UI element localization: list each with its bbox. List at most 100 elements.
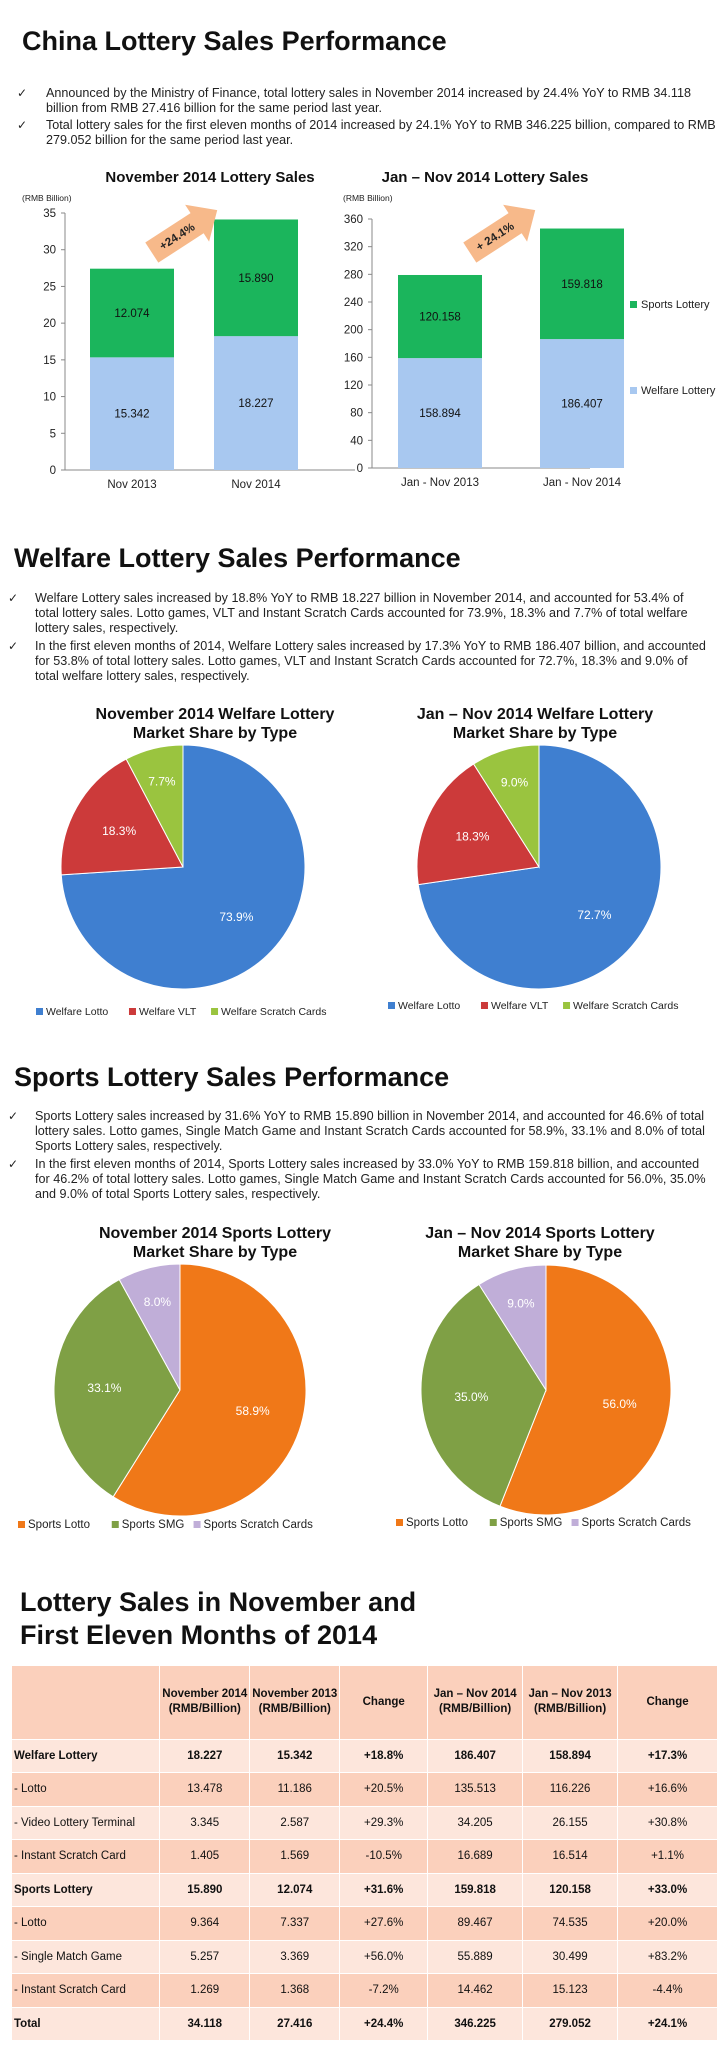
bar-chart-nov: (RMB Billion) 0 5 10 15 20 25 30 35 15.342 12.074 N… xyxy=(22,193,355,491)
bar-value-label: 18.227 xyxy=(238,398,273,410)
table-cell: 1.569 xyxy=(249,1839,341,1874)
pie-slice xyxy=(125,745,184,868)
table-cell: +20.5% xyxy=(339,1772,429,1807)
pie-slice xyxy=(478,1264,547,1392)
table-cell: 15.890 xyxy=(159,1873,251,1907)
pie-title-welfare-jannov: Jan – Nov 2014 Welfare Lottery Market Sh… xyxy=(370,705,700,743)
legend-swatch xyxy=(489,1519,497,1526)
table-row: Welfare Lottery 18.227 15.342 +18.8% 186.407… xyxy=(12,1739,718,1773)
table-cell: 158.894 xyxy=(522,1739,619,1773)
table-cell: 9.364 xyxy=(159,1906,251,1941)
y-axis-label: (RMB Billion) xyxy=(343,193,393,203)
row-label: - Lotto xyxy=(12,1772,161,1807)
table-cell: 15.342 xyxy=(249,1739,341,1773)
pie-title-line: Market Share by Type xyxy=(457,1244,623,1261)
pie-chart-sports-jannov: 56.0% 35.0% 9.0% Sports Lotto Sports SMG Spor… xyxy=(396,1264,691,1529)
table-cell: 27.416 xyxy=(249,2007,341,2041)
bar-segment-welfare xyxy=(540,339,624,468)
legend-swatch xyxy=(128,1008,136,1015)
legend-swatch xyxy=(36,1008,43,1015)
bullet-6: ✓ In the first eleven months of 2014, Sp… xyxy=(8,1157,714,1203)
pie-value-label: 18.3% xyxy=(102,824,136,838)
table-row: - Instant Scratch Card 1.405 1.569 -10.5% 16… xyxy=(12,1839,718,1874)
legend-label: Welfare Scratch Cards xyxy=(573,1000,678,1012)
bar-value-label: 12.074 xyxy=(114,308,150,320)
check-icon: ✓ xyxy=(17,86,28,100)
y-tick-label: 15 xyxy=(43,355,56,367)
bar-segment-welfare xyxy=(90,357,174,470)
x-tick-label: Jan - Nov 2013 xyxy=(401,477,479,489)
bar-segment-sports xyxy=(540,228,624,340)
legend-label: Welfare Lotto xyxy=(398,1000,460,1012)
table-cell: 74.535 xyxy=(522,1906,619,1941)
pie-title-sports-nov: November 2014 Sports Lottery Market Shar… xyxy=(35,1224,395,1262)
bar-segment-sports xyxy=(90,268,174,358)
pie-chart-welfare-nov: 73.9% 18.3% 7.7% Welfare Lotto Welfare VLT We… xyxy=(36,745,326,1018)
pie-value-label: 73.9% xyxy=(219,910,253,924)
legend-swatch xyxy=(193,1521,201,1528)
table-cell: +1.1% xyxy=(617,1839,718,1874)
row-label: Sports Lottery xyxy=(12,1873,161,1907)
table-cell: +24.4% xyxy=(339,2007,429,2041)
row-label: Total xyxy=(12,2007,161,2041)
row-label: - Instant Scratch Card xyxy=(12,1839,161,1874)
pie-chart-welfare-jannov: 72.7% 18.3% 9.0% Welfare Lotto Welfare VLT We… xyxy=(388,745,678,1012)
growth-arrow: + 24.1% xyxy=(463,204,536,263)
table-cell: 120.158 xyxy=(522,1873,619,1907)
pie-slice xyxy=(60,758,184,876)
table-header-cell: November 2013 (RMB/Billion) xyxy=(249,1666,341,1740)
table-cell: +29.3% xyxy=(339,1806,429,1840)
y-axis-label: (RMB Billion) xyxy=(22,193,72,203)
table-cell: +83.2% xyxy=(617,1940,718,1974)
table-cell: 279.052 xyxy=(522,2007,619,2041)
legend-label: Sports SMG xyxy=(500,1517,563,1529)
y-tick-label: 160 xyxy=(344,352,363,364)
table-cell: +33.0% xyxy=(617,1873,718,1907)
table-cell: +31.6% xyxy=(339,1873,429,1907)
legend-swatch xyxy=(211,1008,219,1015)
y-tick-label: 40 xyxy=(350,435,363,447)
table-cell: +16.6% xyxy=(617,1772,718,1807)
chart-title-jannov: Jan – Nov 2014 Lottery Sales xyxy=(381,169,589,186)
check-icon: ✓ xyxy=(8,639,19,653)
y-tick-label: 20 xyxy=(43,318,56,330)
chart-title-nov: November 2014 Lottery Sales xyxy=(105,169,315,186)
x-tick-label: Nov 2014 xyxy=(231,479,281,491)
pie-value-label: 18.3% xyxy=(455,829,489,843)
row-label: - Lotto xyxy=(12,1906,161,1941)
bullet-3: ✓ Welfare Lottery sales increased by 18.… xyxy=(8,591,708,637)
table-row: Sports Lottery 15.890 12.074 +31.6% 159.818 1… xyxy=(12,1873,718,1907)
pie-title-line: Market Share by Type xyxy=(452,725,618,742)
x-tick-label: Jan - Nov 2014 xyxy=(543,477,622,489)
arrow-shape xyxy=(145,204,218,263)
table-cell: 1.405 xyxy=(159,1839,251,1874)
table-cell: 55.889 xyxy=(427,1940,524,1974)
pie-value-label: 58.9% xyxy=(236,1404,270,1418)
table-header-cell: Jan – Nov 2013 (RMB/Billion) xyxy=(522,1666,619,1740)
legend-label: Welfare Scratch Cards xyxy=(221,1006,326,1018)
legend-swatch xyxy=(630,387,637,394)
arrow-shape xyxy=(463,204,536,263)
bullet-text: Announced by the Ministry of Finance, to… xyxy=(46,86,691,116)
pie-slice xyxy=(499,1264,672,1516)
table-cell: 14.462 xyxy=(427,1973,524,2008)
pie-title-line: Jan – Nov 2014 Sports Lottery xyxy=(425,1225,655,1242)
table-row: - Single Match Game 5.257 3.369 +56.0% 55.88… xyxy=(12,1940,718,1974)
section-title-table: Lottery Sales in November and First Elev… xyxy=(20,1586,416,1652)
table-cell: 5.257 xyxy=(159,1940,251,1974)
pie-slice xyxy=(112,1263,307,1517)
legend-label: Welfare Lotto xyxy=(46,1006,108,1018)
table-cell: 186.407 xyxy=(427,1739,524,1773)
pie-value-label: 56.0% xyxy=(603,1397,637,1411)
table-cell: +27.6% xyxy=(339,1906,429,1941)
pie-value-label: 9.0% xyxy=(501,776,529,790)
table-cell: +24.1% xyxy=(617,2007,718,2041)
table-cell: 1.269 xyxy=(159,1973,251,2008)
table-title-line: Lottery Sales in November and xyxy=(20,1587,417,1617)
table-cell: 135.513 xyxy=(427,1772,524,1807)
legend-label: Sports Scratch Cards xyxy=(204,1519,314,1531)
pie-title-line: November 2014 Sports Lottery xyxy=(98,1225,332,1242)
table-cell: 89.467 xyxy=(427,1906,524,1941)
table-cell: 11.186 xyxy=(249,1772,341,1807)
table-header-cell: Change xyxy=(617,1666,718,1740)
